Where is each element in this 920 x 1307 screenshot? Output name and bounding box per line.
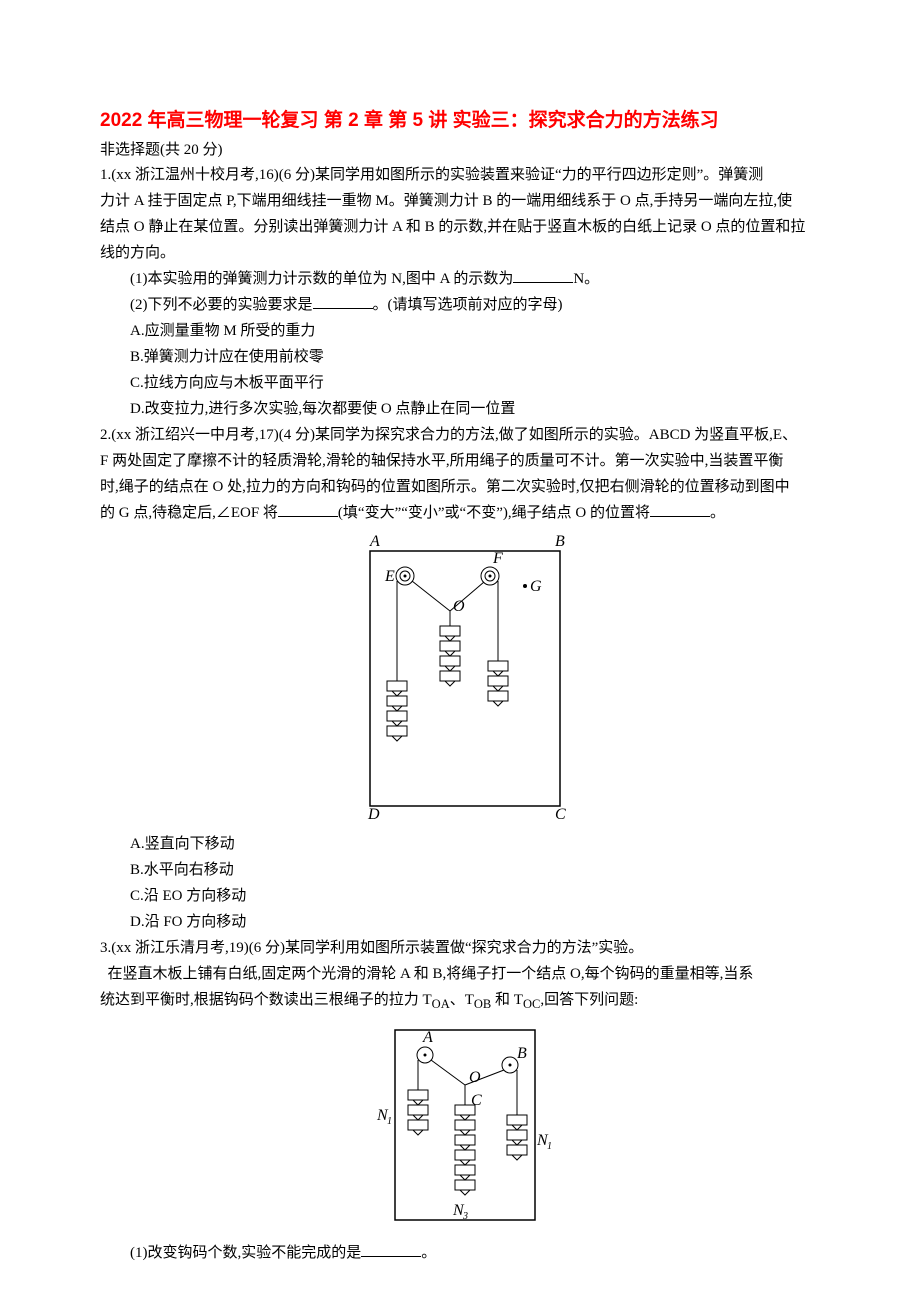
section-heading: 非选择题(共 20 分) [100,138,830,159]
label-B: B [555,533,565,550]
label-O: O [453,598,465,615]
q2-s4b: (填“变大”“变小”或“不变”),绳子结点 O 的位置将 [338,505,650,521]
q2-stem-line1: 2.(xx 浙江绍兴一中月考,17)(4 分)某同学为探究求合力的方法,做了如图… [100,423,830,447]
q2-option-b: B.水平向右移动 [100,858,830,882]
blank-input[interactable] [278,501,338,517]
figure-1: A B D C E F G O [100,531,830,826]
right-weights [488,661,508,706]
q3-stem-line3: 统达到平衡时,根据钩码个数读出三根绳子的拉力 TOA、TOB 和 TOC,回答下… [100,988,830,1014]
blank-input[interactable] [650,501,710,517]
q1-part2: (2)下列不必要的实验要求是 。(请填写选项前对应的字母) [100,293,830,317]
blank-input[interactable] [513,267,573,283]
q3-s3b: 、T [450,992,474,1008]
label-N1r-sub: 1 [547,1141,552,1152]
q2-s4a: 的 G 点,待稳定后,∠EOF 将 [100,505,278,521]
q2-option-d: D.沿 FO 方向移动 [100,910,830,934]
blank-input[interactable] [361,1241,421,1257]
q1-stem-line2: 力计 A 挂于固定点 P,下端用细线挂一重物 M。弹簧测力计 B 的一端用细线系… [100,189,830,213]
q1-option-d: D.改变拉力,进行多次实验,每次都要使 O 点静止在同一位置 [100,397,830,421]
q2-option-a: A.竖直向下移动 [100,832,830,856]
label-D: D [367,806,380,821]
sub-oc: OC [523,997,540,1011]
label-C: C [555,806,566,821]
q2-stem-line2: F 两处固定了摩擦不计的轻质滑轮,滑轮的轴保持水平,所用绳子的质量可不计。第一次… [100,449,830,473]
page-title: 2022 年高三物理一轮复习 第 2 章 第 5 讲 实验三：探究求合力的方法练… [100,105,830,132]
label-G: G [530,578,542,595]
q3-s3a: 统达到平衡时,根据钩码个数读出三根绳子的拉力 T [100,992,432,1008]
label-A2: A [422,1029,433,1046]
q3-stem-line1: 3.(xx 浙江乐清月考,19)(6 分)某同学利用如图所示装置做“探究求合力的… [100,936,830,960]
center-weights [440,626,460,686]
q2-stem-line4: 的 G 点,待稳定后,∠EOF 将 (填“变大”“变小”或“不变”),绳子结点 O… [100,501,830,525]
q1-option-a: A.应测量重物 M 所受的重力 [100,319,830,343]
q1-p1-text: (1)本实验用的弹簧测力计示数的单位为 N,图中 A 的示数为 [130,271,513,287]
q2-s4c: 。 [710,505,725,521]
label-N3-sub: 3 [462,1211,468,1222]
center-weights-2 [455,1105,475,1195]
q1-p1-unit: N。 [573,271,599,287]
sub-ob: OB [474,997,491,1011]
q3-s3d: ,回答下列问题: [540,992,638,1008]
sub-oa: OA [432,997,450,1011]
label-B2: B [517,1045,527,1062]
label-A: A [369,533,380,550]
right-weights-2 [507,1115,527,1160]
label-C2: C [471,1092,482,1109]
q1-stem-line3: 结点 O 静止在某位置。分别读出弹簧测力计 A 和 B 的示数,并在贴于竖直木板… [100,215,830,239]
q1-option-b: B.弹簧测力计应在使用前校零 [100,345,830,369]
q1-p2-tail: 。(请填写选项前对应的字母) [373,297,563,313]
q3-p1-tail: 。 [421,1245,436,1261]
label-O2: O [469,1069,481,1086]
q3-s3c: 和 T [491,992,523,1008]
q1-option-c: C.拉线方向应与木板平面平行 [100,371,830,395]
figure-2: A B O C N 1 N 1 N 3 [100,1020,830,1235]
q3-part1: (1)改变钩码个数,实验不能完成的是 。 [100,1241,830,1265]
q2-option-c: C.沿 EO 方向移动 [100,884,830,908]
q2-stem-line3: 时,绳子的结点在 O 处,拉力的方向和钩码的位置如图所示。第二次实验时,仅把右侧… [100,475,830,499]
blank-input[interactable] [313,293,373,309]
q1-p2-text: (2)下列不必要的实验要求是 [130,297,313,313]
q1-stem-line4: 线的方向。 [100,241,830,265]
label-E: E [384,568,395,585]
label-N1-sub: 1 [387,1116,392,1127]
q3-stem-line2: 在竖直木板上铺有白纸,固定两个光滑的滑轮 A 和 B,将绳子打一个结点 O,每个… [100,962,830,986]
q1-part1: (1)本实验用的弹簧测力计示数的单位为 N,图中 A 的示数为 N。 [100,267,830,291]
left-weights-2 [408,1090,428,1135]
left-weights [387,681,407,741]
label-F: F [492,550,503,567]
q1-stem-line1: 1.(xx 浙江温州十校月考,16)(6 分)某同学用如图所示的实验装置来验证“… [100,163,830,187]
q3-s2: 在竖直木板上铺有白纸,固定两个光滑的滑轮 A 和 B,将绳子打一个结点 O,每个… [108,966,754,982]
q3-p1-text: (1)改变钩码个数,实验不能完成的是 [130,1245,361,1261]
